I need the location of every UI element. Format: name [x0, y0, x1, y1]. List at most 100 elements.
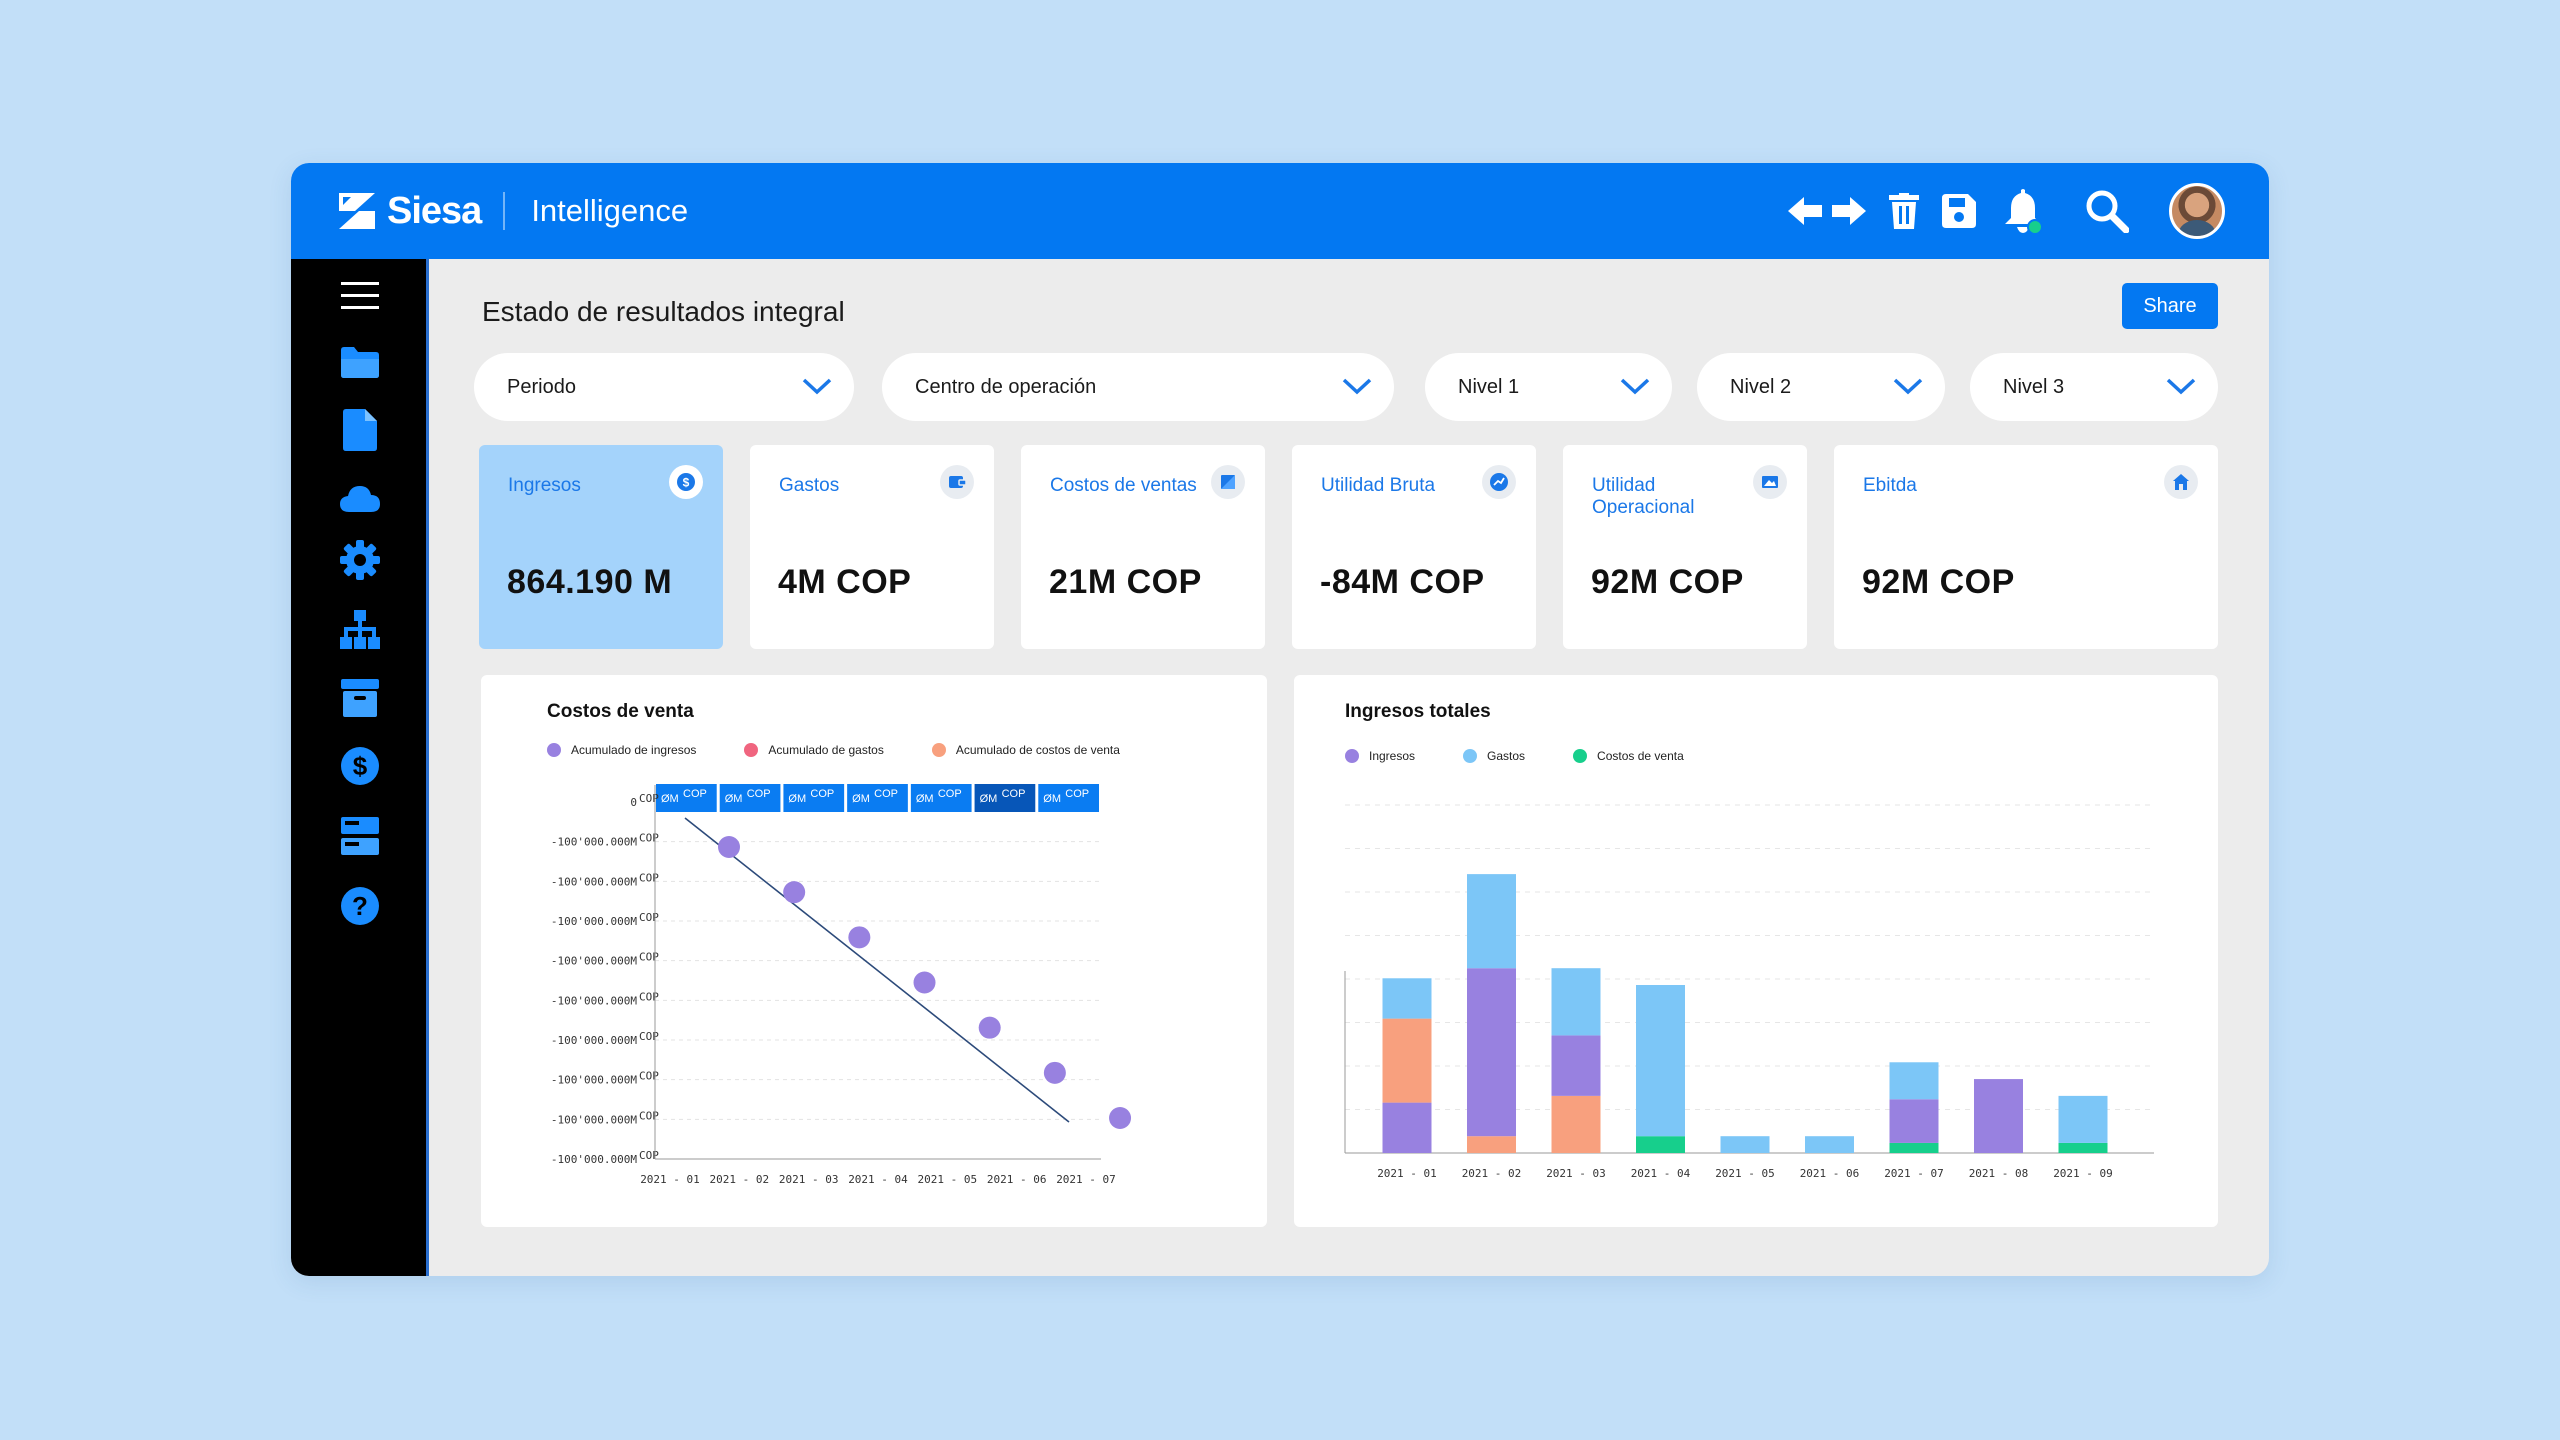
x-tick-label: 2021 - 01	[640, 1173, 700, 1186]
legend-item[interactable]: Acumulado de costos de venta	[931, 743, 1120, 757]
top-tag-unit: COP	[810, 788, 834, 800]
menu-icon[interactable]	[335, 271, 385, 321]
top-tag	[974, 784, 1036, 812]
kpi-card-utilidad-operacional[interactable]: Utilidad Operacional 92M COP	[1563, 445, 1807, 649]
top-tag-label: ØM	[1043, 793, 1061, 805]
save-icon[interactable]	[1941, 187, 1977, 235]
sidebar: $ ?	[291, 259, 429, 1276]
help-icon[interactable]: ?	[335, 881, 385, 931]
folder-icon[interactable]	[335, 337, 385, 387]
kpi-value: 21M COP	[1049, 563, 1202, 601]
bar-segment	[1551, 1095, 1601, 1153]
top-tag	[656, 784, 717, 812]
hierarchy-icon[interactable]	[335, 605, 385, 655]
dollar-icon[interactable]: $	[335, 741, 385, 791]
y-tick-unit: COP	[639, 990, 659, 1003]
legend-label: Acumulado de costos de venta	[955, 743, 1120, 757]
filter-label: Nivel 1	[1458, 375, 1520, 398]
document-icon[interactable]	[335, 405, 385, 455]
bar-segment	[1467, 874, 1516, 969]
kpi-value: -84M COP	[1320, 563, 1485, 601]
y-tick-unit: COP	[639, 951, 659, 964]
bar-segment	[1805, 1136, 1854, 1153]
legend-item[interactable]: Gastos	[1463, 749, 1525, 763]
legend-item[interactable]: Acumulado de gastos	[744, 743, 884, 757]
bar-segment	[1636, 985, 1685, 1137]
y-tick-unit: COP	[639, 1070, 659, 1083]
cloud-icon[interactable]	[335, 473, 385, 523]
x-tick-label: 2021 - 02	[1462, 1167, 1522, 1180]
kpi-value: 4M COP	[778, 563, 912, 601]
legend-label: Acumulado de ingresos	[571, 743, 697, 757]
bar-segment	[1467, 1136, 1516, 1153]
arrows-icon[interactable]	[1787, 187, 1867, 235]
chevron-down-icon	[1620, 378, 1650, 395]
kpi-card-ebitda[interactable]: Ebitda 92M COP	[1834, 445, 2218, 649]
legend-item[interactable]: Acumulado de ingresos	[547, 743, 696, 757]
filter-centro-operacion[interactable]: Centro de operación	[882, 353, 1394, 421]
y-tick-unit: COP	[639, 1109, 659, 1122]
kpi-label: Utilidad Bruta	[1321, 475, 1436, 496]
kpi-card-gastos[interactable]: Gastos 4M COP	[750, 445, 994, 649]
y-tick-label: -100'000.000M	[551, 836, 637, 849]
chart-legend: Acumulado de ingresos Acumulado de gasto…	[547, 743, 1168, 757]
top-tag-label: ØM	[980, 793, 998, 805]
search-icon[interactable]	[2085, 187, 2129, 235]
x-tick-label: 2021 - 08	[1969, 1167, 2029, 1180]
brand-name: Siesa	[387, 189, 482, 232]
bar-segment	[1551, 1035, 1601, 1096]
bar-segment	[1889, 1099, 1939, 1143]
data-point	[848, 926, 871, 949]
legend-item[interactable]: Ingresos	[1345, 749, 1415, 763]
svg-text:$: $	[683, 476, 690, 490]
legend-dot	[1345, 749, 1359, 763]
cards-icon[interactable]	[335, 811, 385, 861]
legend-dot	[1463, 749, 1478, 763]
legend-dot	[547, 743, 561, 757]
kpi-card-utilidad-bruta[interactable]: Utilidad Bruta -84M COP	[1292, 445, 1536, 649]
trash-icon[interactable]	[1887, 187, 1921, 235]
legend-item[interactable]: Costos de venta	[1573, 749, 1684, 763]
filter-label: Centro de operación	[915, 375, 1097, 398]
kpi-card-costos-ventas[interactable]: Costos de ventas 21M COP	[1021, 445, 1265, 649]
top-tag-label: ØM	[788, 793, 806, 805]
bar-segment	[1382, 978, 1432, 1019]
top-tag-label: ØM	[916, 793, 934, 805]
x-tick-label: 2021 - 05	[918, 1173, 978, 1186]
archive-icon[interactable]	[335, 673, 385, 723]
chart-title: Ingresos totales	[1345, 701, 1491, 722]
kpi-value: 92M COP	[1591, 563, 1744, 601]
filter-nivel-2[interactable]: Nivel 2	[1697, 353, 1945, 421]
legend-dot	[744, 743, 759, 757]
x-tick-label: 2021 - 01	[1377, 1167, 1437, 1180]
kpi-card-ingresos[interactable]: Ingresos $ 864.190 M	[479, 445, 723, 649]
x-tick-label: 2021 - 02	[710, 1173, 770, 1186]
bar-segment	[1889, 1062, 1939, 1100]
svg-text:?: ?	[352, 891, 368, 921]
filter-nivel-3[interactable]: Nivel 3	[1970, 353, 2218, 421]
share-button[interactable]: Share	[2122, 283, 2218, 329]
data-point	[978, 1016, 1001, 1039]
brand[interactable]: Siesa Intelligence	[337, 189, 688, 232]
avatar[interactable]	[2169, 183, 2225, 239]
kpi-label: Ingresos	[508, 475, 581, 496]
y-tick-label: -100'000.000M	[551, 955, 637, 968]
chevron-down-icon	[802, 378, 832, 395]
coin-icon: $	[669, 465, 703, 499]
kpi-value: 864.190 M	[507, 563, 673, 601]
panel-costos-venta: Costos de venta Acumulado de ingresos Ac…	[481, 675, 1267, 1227]
y-tick-label: -100'000.000M	[551, 1153, 637, 1166]
filter-periodo[interactable]: Periodo	[474, 353, 854, 421]
legend-dot	[931, 743, 946, 757]
x-tick-label: 2021 - 07	[1056, 1173, 1116, 1186]
gear-icon[interactable]	[335, 535, 385, 585]
bar-segment	[1636, 1136, 1685, 1153]
bell-icon[interactable]	[2001, 187, 2045, 235]
bar-segment	[1382, 1018, 1432, 1103]
filter-nivel-1[interactable]: Nivel 1	[1425, 353, 1672, 421]
data-point	[718, 836, 740, 858]
top-tag-unit: COP	[683, 788, 707, 800]
siesa-logo-icon	[339, 193, 375, 229]
brand-divider	[503, 192, 506, 230]
